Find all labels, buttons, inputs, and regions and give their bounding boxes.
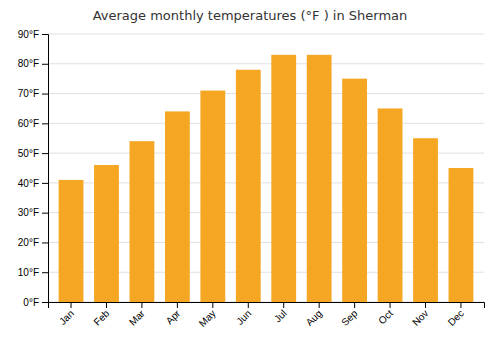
title: Average monthly temperatures (°F ) in Sh… — [93, 8, 408, 23]
y-tick: 40°F — [18, 178, 48, 189]
x-tick: Jul — [272, 302, 289, 324]
x-tick-label: Sep — [339, 307, 360, 328]
x-tick-mark — [283, 302, 284, 308]
x-tick-mark — [460, 302, 461, 308]
x-tick: Feb — [91, 302, 111, 328]
x-tick-mark — [106, 302, 107, 308]
y-tick-label: 50°F — [18, 148, 39, 159]
y-tick: 30°F — [18, 207, 48, 218]
x-tick-label: Mar — [127, 307, 147, 327]
x-tick: Jun — [234, 302, 253, 327]
x-tick-mark — [248, 302, 249, 308]
grid — [48, 34, 484, 302]
y-tick: 70°F — [18, 88, 48, 99]
bar — [165, 111, 190, 302]
x-tick-label: Nov — [410, 308, 430, 328]
y-tick-label: 10°F — [18, 267, 39, 278]
y-tick-label: 70°F — [18, 88, 39, 99]
grid-line — [48, 63, 484, 64]
x-axis: Jan Feb Mar Apr May Jun Jul Aug Sep Oct Nov Dec — [49, 302, 485, 329]
y-tick: 10°F — [18, 267, 48, 278]
y-tick-mark — [42, 123, 48, 124]
y-tick: 60°F — [18, 118, 48, 129]
y-tick-label: 40°F — [18, 178, 39, 189]
x-tick: Oct — [376, 302, 395, 326]
x-tick-mark — [141, 302, 142, 308]
x-tick-label: Feb — [91, 307, 111, 327]
bar — [130, 141, 155, 302]
y-tick-mark — [42, 183, 48, 184]
bar — [342, 79, 367, 302]
bar — [271, 55, 296, 302]
x-tick-mark — [354, 302, 355, 308]
bar — [413, 138, 438, 302]
x-tick: May — [197, 302, 218, 329]
y-tick-mark — [42, 34, 48, 35]
x-tick-label: Aug — [304, 308, 324, 328]
y-axis: 0°F 10°F 20°F 30°F 40°F 50°F 60°F 70°F 80°F 90°F — [18, 29, 49, 308]
y-tick-mark — [42, 213, 48, 214]
bar — [449, 168, 474, 302]
x-tick: Mar — [127, 302, 147, 328]
y-axis-line — [42, 35, 49, 303]
x-tick-label: Jan — [57, 308, 76, 327]
bar — [378, 108, 403, 302]
x-tick-label: May — [197, 308, 218, 329]
y-tick: 50°F — [18, 148, 48, 159]
chart: 0°F 10°F 20°F 30°F 40°F 50°F 60°F 70°F 80°F 90°F J… — [0, 0, 500, 350]
bar — [307, 55, 332, 302]
y-tick-mark — [42, 302, 48, 303]
x-axis-line — [49, 303, 485, 309]
x-tick-mark — [425, 302, 426, 308]
y-tick-mark — [42, 94, 48, 95]
y-tick: 80°F — [18, 58, 48, 69]
plot: 0°F 10°F 20°F 30°F 40°F 50°F 60°F 70°F 80°F 90°F J… — [18, 29, 485, 329]
grid-line — [48, 34, 484, 35]
x-tick-label: Jul — [272, 308, 289, 325]
x-tick-label: Jun — [234, 308, 253, 327]
bar — [59, 180, 84, 302]
bar — [200, 91, 225, 302]
y-tick-label: 30°F — [18, 207, 39, 218]
x-tick-mark — [212, 302, 213, 308]
x-tick-label: Oct — [376, 308, 395, 327]
x-tick-mark — [390, 302, 391, 308]
y-tick: 0°F — [23, 297, 48, 308]
y-tick-mark — [42, 272, 48, 273]
x-tick-mark — [71, 302, 72, 308]
x-tick-mark — [177, 302, 178, 308]
x-tick: Dec — [446, 302, 466, 328]
x-tick-label: Dec — [446, 308, 466, 328]
x-tick: Jan — [57, 302, 76, 327]
bar — [236, 70, 261, 302]
y-tick-label: 20°F — [18, 237, 39, 248]
bar — [94, 165, 119, 302]
y-tick-mark — [42, 153, 48, 154]
x-tick: Aug — [304, 302, 324, 328]
x-tick: Apr — [164, 302, 183, 326]
grid-line — [48, 123, 484, 124]
y-tick-label: 80°F — [18, 58, 39, 69]
y-tick-mark — [42, 64, 48, 65]
y-tick-label: 60°F — [18, 118, 39, 129]
x-tick: Sep — [339, 302, 360, 328]
grid-line — [48, 93, 484, 94]
bars — [59, 55, 474, 302]
y-tick: 20°F — [18, 237, 48, 248]
x-tick-label: Apr — [164, 307, 183, 326]
y-tick-mark — [42, 242, 48, 243]
y-tick: 90°F — [18, 29, 48, 40]
y-tick-label: 0°F — [23, 297, 39, 308]
x-tick: Nov — [410, 302, 430, 328]
y-tick-label: 90°F — [18, 29, 39, 40]
x-tick-mark — [319, 302, 320, 308]
